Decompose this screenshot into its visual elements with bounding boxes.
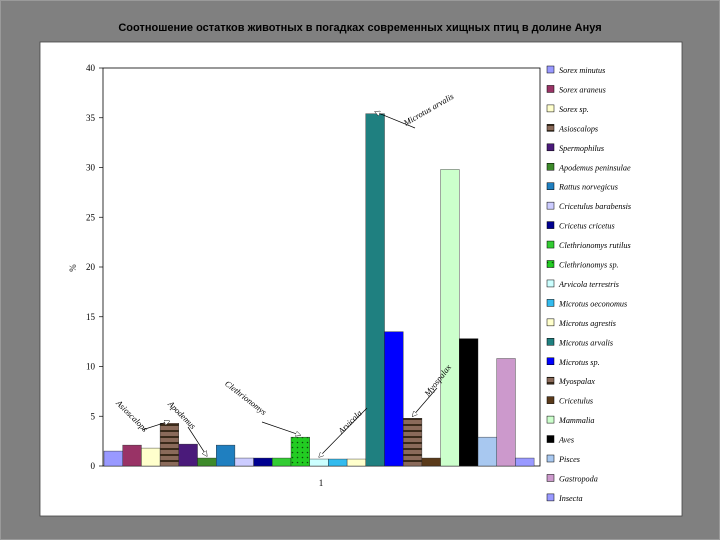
legend-swatch [546, 357, 555, 365]
y-tick-label: 5 [91, 411, 96, 421]
legend-entry: Sorex araneus [559, 85, 606, 94]
legend-entry: Apodemus peninsulae [558, 163, 631, 172]
legend: Sorex minutus Sorex araneus Sorex sp. Asios… [546, 65, 631, 503]
legend-swatch [546, 104, 555, 113]
bar [122, 444, 142, 467]
legend-swatch [546, 454, 555, 463]
y-axis: 0 5 10 15 20 25 30 35 40 [86, 63, 103, 471]
legend-entry: Asioscalops [558, 124, 598, 133]
legend-swatch [546, 143, 555, 152]
y-tick-label: 20 [86, 262, 96, 272]
bar [421, 457, 441, 467]
legend-swatch [546, 279, 555, 288]
legend-swatch [546, 415, 555, 424]
y-tick-label: 0 [91, 461, 96, 471]
y-tick-label: 35 [86, 113, 96, 123]
legend-swatch [546, 474, 555, 482]
legend-entry: Microtus agrestis [558, 319, 616, 328]
legend-swatch [546, 376, 555, 385]
bar [103, 450, 123, 467]
legend-entry: Cricetulus [559, 397, 593, 406]
legend-entry: Insecta [558, 494, 583, 503]
bar [328, 458, 348, 467]
legend-swatch [546, 163, 555, 171]
legend-swatch [546, 396, 555, 404]
y-tick-label: 30 [86, 163, 96, 173]
legend-entry: Myospalax [558, 377, 595, 386]
legend-swatch [546, 435, 555, 443]
bar [197, 457, 217, 467]
bar [440, 169, 460, 467]
y-tick-label: 40 [86, 63, 96, 73]
legend-entry: Aves [558, 436, 574, 445]
legend-swatch [546, 124, 555, 132]
bar [215, 444, 236, 467]
legend-entry: Sorex sp. [559, 105, 589, 114]
bar [403, 418, 423, 467]
legend-swatch [546, 299, 555, 307]
legend-entry: Arvicola terrestris [558, 280, 619, 289]
legend-entry: Mammalia [558, 416, 594, 425]
bars [103, 113, 535, 467]
legend-swatch [546, 85, 555, 93]
legend-entry: Pisces [558, 455, 580, 464]
bar [365, 113, 385, 467]
bar [515, 457, 535, 467]
annotation-arrow [413, 387, 438, 416]
bar [346, 458, 367, 467]
bar [159, 423, 180, 467]
legend-entry: Clethrionomys sp. [559, 261, 619, 270]
legend-entry: Sorex minutus [559, 66, 605, 75]
legend-entry: Clethrionomys rutilus [559, 241, 631, 250]
bar [309, 458, 329, 467]
legend-swatch [546, 493, 555, 502]
legend-swatch [546, 260, 555, 268]
annotation-arrow [261, 421, 300, 435]
legend-entry: Rattus norvegicus [558, 183, 618, 192]
annotation-arrow [319, 407, 368, 457]
legend-swatch [546, 182, 555, 190]
legend-entry: Gastropoda [559, 474, 598, 483]
legend-entry: Microtus sp. [558, 358, 600, 367]
legend-entry: Microtus oeconomus [558, 299, 627, 308]
legend-swatch [546, 318, 555, 327]
bar [496, 358, 516, 467]
y-tick-label: 25 [86, 212, 96, 222]
annotation-arrow [375, 112, 416, 129]
annotation-arrow [141, 421, 169, 431]
legend-swatch [546, 240, 555, 249]
legend-entry: Cricetus cricetus [559, 222, 615, 231]
chart-title: Соотношение остатков животных в погадках… [118, 22, 602, 34]
x-tick-label: 1 [319, 478, 324, 488]
bar [384, 331, 404, 467]
y-tick-label: 15 [86, 312, 96, 322]
annotation-arrow [187, 426, 207, 456]
bar [178, 443, 198, 467]
legend-entry: Spermophilus [559, 144, 604, 153]
legend-swatch [546, 201, 555, 210]
bar [272, 457, 292, 467]
bar [477, 436, 497, 467]
y-tick-label: 10 [86, 362, 96, 372]
bar [290, 436, 310, 467]
bar [234, 457, 254, 467]
bar [459, 338, 479, 467]
y-axis-label: % [68, 264, 78, 272]
legend-swatch [546, 338, 555, 346]
bar [141, 447, 161, 467]
legend-entry: Cricetulus barabensis [559, 202, 631, 211]
legend-entry: Microtus arvalis [558, 338, 613, 347]
legend-swatch [546, 65, 555, 74]
bar [253, 457, 273, 467]
legend-swatch [546, 221, 555, 229]
